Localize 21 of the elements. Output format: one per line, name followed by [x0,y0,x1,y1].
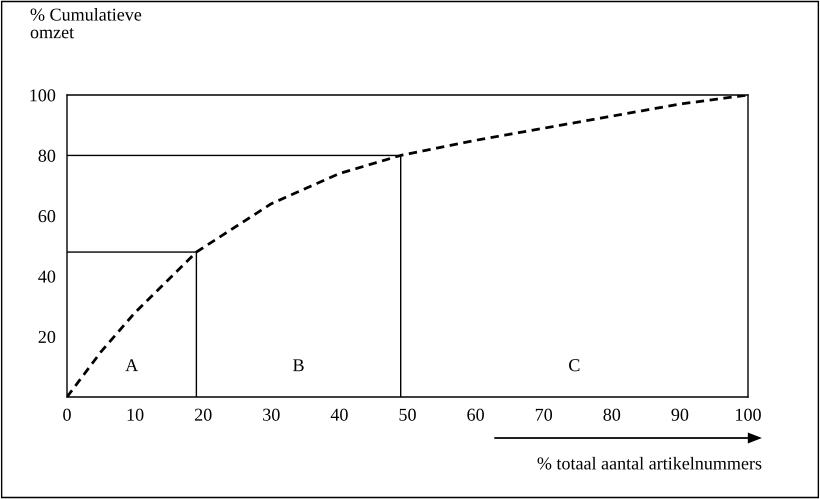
x-tick-label: 0 [63,408,71,421]
x-tick-label: 40 [330,408,348,421]
x-tick-label: 90 [671,408,688,421]
annotation: B [293,359,304,372]
y-tick-label: 20 [38,330,56,344]
x-tick-label: 30 [263,408,280,421]
x-tick-label: 10 [128,408,144,421]
x-tick-label: 100 [736,408,761,421]
y-axis-title: % Cumulatieve omzet [30,8,142,38]
y-tick-label: 40 [38,270,56,283]
y-tick-label: 60 [38,210,56,222]
x-tick-label: 70 [536,408,552,421]
y-tick-label: 100 [30,89,56,102]
x-tick-label: 60 [467,408,484,421]
x-axis-title: % totaal aantal artikelnummers [538,456,762,470]
y-tick-label: 80 [38,150,56,162]
annotation: C [569,359,580,372]
x-tick-label: 50 [400,408,416,421]
x-tick-label: 80 [603,408,620,421]
annotation: A [125,359,138,372]
x-tick-label: 20 [194,408,212,421]
